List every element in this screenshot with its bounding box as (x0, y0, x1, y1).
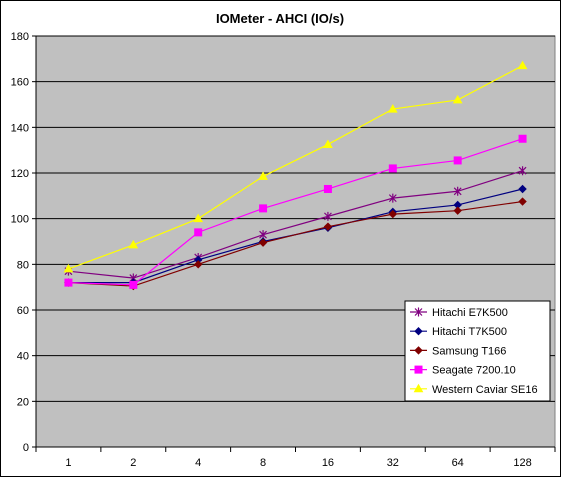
y-tick-label: 140 (11, 122, 29, 134)
y-tick-label: 100 (11, 214, 29, 226)
legend-label: Samsung T166 (432, 345, 506, 357)
series-line (68, 200, 523, 287)
legend-label: Hitachi E7K500 (432, 307, 508, 319)
series-line (68, 65, 523, 270)
legend-entry: Hitachi T7K500 (410, 326, 507, 338)
data-point (129, 280, 138, 289)
data-point (323, 222, 333, 231)
x-tick-label: 128 (513, 457, 531, 469)
y-tick-label: 20 (17, 396, 29, 408)
legend-entry: Samsung T166 (410, 345, 506, 357)
legend-marker (414, 365, 423, 374)
x-tick-label: 2 (130, 457, 136, 469)
data-point (63, 263, 74, 273)
data-point (388, 193, 397, 203)
axes: 0 20 40 60 80 100 120 140 160 180 1 2 4 8 16 32 64 128 (11, 31, 556, 469)
data-point (388, 164, 397, 173)
data-point (128, 239, 139, 249)
legend-marker (413, 383, 424, 393)
data-point (453, 206, 462, 215)
series-line (68, 138, 523, 286)
series-4 (63, 60, 528, 273)
data-point (518, 197, 527, 206)
x-tick-label: 16 (322, 457, 334, 469)
legend-entry: Hitachi E7K500 (410, 307, 508, 319)
y-tick-label: 40 (17, 351, 29, 363)
data-point (388, 209, 398, 219)
data-point (518, 166, 527, 176)
legend-label: Hitachi T7K500 (432, 326, 507, 338)
series-lines (63, 60, 528, 291)
x-tick-label: 32 (387, 457, 399, 469)
data-point (518, 184, 527, 194)
y-tick-label: 60 (17, 305, 29, 317)
data-point (259, 204, 268, 213)
data-point (258, 238, 268, 247)
legend-marker (414, 326, 423, 336)
chart-title: IOMeter - AHCI (IO/s) (216, 11, 344, 26)
data-point (193, 213, 204, 223)
series-3 (64, 134, 527, 289)
legend-marker (414, 346, 423, 355)
y-tick-label: 0 (23, 442, 29, 454)
data-point (324, 211, 332, 221)
x-tick-label: 1 (65, 457, 71, 469)
y-tick-label: 180 (11, 31, 29, 43)
data-point (258, 171, 268, 180)
y-tick-label: 160 (11, 77, 29, 89)
x-tick-label: 64 (452, 457, 464, 469)
data-point (64, 278, 73, 287)
legend-marker (414, 307, 423, 317)
data-point (193, 260, 203, 269)
y-tick-label: 80 (17, 259, 29, 271)
data-point (452, 94, 463, 104)
data-point (518, 134, 527, 143)
legend: Hitachi E7K500 Hitachi T7K500 Samsung T166… (404, 300, 551, 402)
data-point (453, 156, 462, 165)
legend-label: Seagate 7200.10 (432, 365, 516, 377)
data-point (453, 186, 462, 196)
data-point (517, 60, 528, 70)
x-tick-label: 4 (195, 457, 201, 469)
legend-entry: Seagate 7200.10 (410, 365, 516, 377)
series-line (68, 170, 523, 279)
legend-box (404, 300, 551, 402)
data-point (194, 228, 203, 237)
x-tick-label: 8 (260, 457, 266, 469)
data-point (323, 139, 333, 148)
data-point (387, 104, 398, 113)
data-point (323, 184, 332, 193)
legend-entry: Western Caviar SE16 (410, 383, 538, 396)
legend-label: Western Caviar SE16 (432, 384, 538, 396)
y-tick-label: 120 (11, 168, 29, 180)
